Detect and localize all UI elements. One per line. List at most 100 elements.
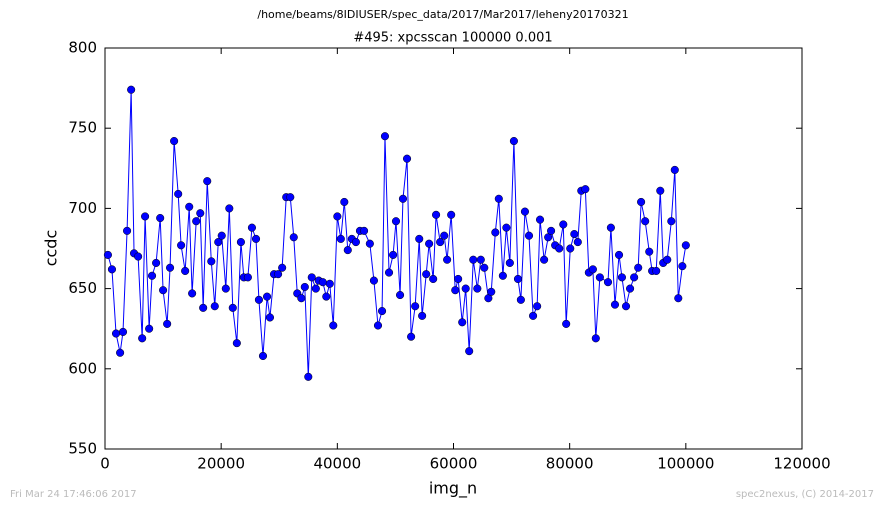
data-point xyxy=(566,244,575,253)
data-point xyxy=(513,274,523,284)
data-point xyxy=(645,247,654,256)
data-point xyxy=(123,226,132,235)
data-point xyxy=(336,234,345,243)
data-point xyxy=(634,263,643,272)
data-point xyxy=(641,217,650,226)
data-point xyxy=(389,250,398,259)
data-point xyxy=(498,271,507,280)
data-point xyxy=(333,212,342,221)
data-point xyxy=(440,231,449,240)
data-point xyxy=(210,302,219,311)
data-point xyxy=(322,292,331,301)
data-point xyxy=(177,241,186,250)
data-point xyxy=(533,302,542,311)
data-point xyxy=(141,212,150,221)
plot-frame xyxy=(104,47,803,450)
data-point xyxy=(396,290,405,300)
data-point xyxy=(274,270,283,279)
data-point xyxy=(351,238,360,247)
data-point xyxy=(529,311,538,320)
data-point xyxy=(318,278,327,287)
data-point xyxy=(147,271,157,280)
y-tick-label: 650 xyxy=(68,279,97,297)
data-point xyxy=(667,217,676,226)
data-point xyxy=(630,273,639,282)
data-point xyxy=(606,223,615,232)
data-point xyxy=(152,258,161,267)
data-point xyxy=(103,250,112,259)
x-tick-label: 40000 xyxy=(313,455,361,473)
data-point xyxy=(207,257,216,266)
data-point xyxy=(487,287,496,296)
data-point xyxy=(432,210,441,219)
data-point xyxy=(656,186,665,195)
data-point xyxy=(465,347,474,356)
data-point xyxy=(297,294,306,303)
data-point xyxy=(118,327,128,336)
data-point xyxy=(407,332,416,341)
data-point xyxy=(570,230,579,239)
data-point xyxy=(134,252,143,261)
data-point xyxy=(247,223,257,232)
data-point xyxy=(559,220,568,229)
data-point xyxy=(436,238,445,247)
data-point xyxy=(192,217,201,226)
data-point xyxy=(265,313,275,322)
data-point xyxy=(555,244,564,253)
data-point xyxy=(196,209,205,218)
data-point xyxy=(243,273,252,282)
x-tick-label: 0 xyxy=(100,455,110,473)
data-point xyxy=(573,238,582,247)
data-point xyxy=(398,194,408,203)
data-point xyxy=(454,274,463,284)
data-point xyxy=(429,274,438,284)
data-point xyxy=(340,197,349,207)
data-point xyxy=(447,210,456,219)
data-point xyxy=(300,282,309,292)
data-point xyxy=(343,246,352,255)
data-point xyxy=(373,321,383,330)
x-tick-label: 120000 xyxy=(773,455,830,473)
data-point xyxy=(614,250,624,259)
data-point xyxy=(520,207,529,216)
data-point xyxy=(588,265,597,274)
data-point xyxy=(254,295,263,304)
data-point xyxy=(116,348,125,357)
suptitle: /home/beams/8IDIUSER/spec_data/2017/Mar2… xyxy=(257,8,628,21)
data-point xyxy=(540,255,549,264)
data-point xyxy=(228,303,237,312)
data-point xyxy=(311,284,320,293)
x-tick-label: 80000 xyxy=(546,455,594,473)
data-point xyxy=(494,194,503,203)
data-point xyxy=(225,204,234,213)
y-tick-label: 550 xyxy=(68,440,97,458)
data-point xyxy=(380,132,390,141)
data-point xyxy=(217,231,226,240)
data-point xyxy=(391,217,401,226)
y-tick-label: 700 xyxy=(68,199,97,217)
data-point xyxy=(547,226,556,235)
data-point xyxy=(473,284,482,293)
data-point xyxy=(411,302,420,311)
x-tick-label: 60000 xyxy=(430,455,478,473)
x-tick-label: 100000 xyxy=(657,455,714,473)
data-point xyxy=(581,185,590,194)
data-point xyxy=(156,213,165,223)
data-point xyxy=(443,255,452,264)
data-point xyxy=(670,165,679,174)
data-point xyxy=(251,234,261,243)
data-point xyxy=(458,318,467,327)
data-point xyxy=(378,307,387,316)
data-point xyxy=(163,319,172,328)
data-point xyxy=(603,278,613,287)
data-point xyxy=(360,226,369,235)
data-point xyxy=(170,136,179,146)
data-line xyxy=(107,89,687,377)
data-point xyxy=(637,197,646,207)
data-point xyxy=(236,238,245,247)
data-point xyxy=(678,262,687,271)
y-axis-label: ccdc xyxy=(42,230,61,267)
x-tick-label: 20000 xyxy=(197,455,245,473)
data-point xyxy=(304,372,313,381)
